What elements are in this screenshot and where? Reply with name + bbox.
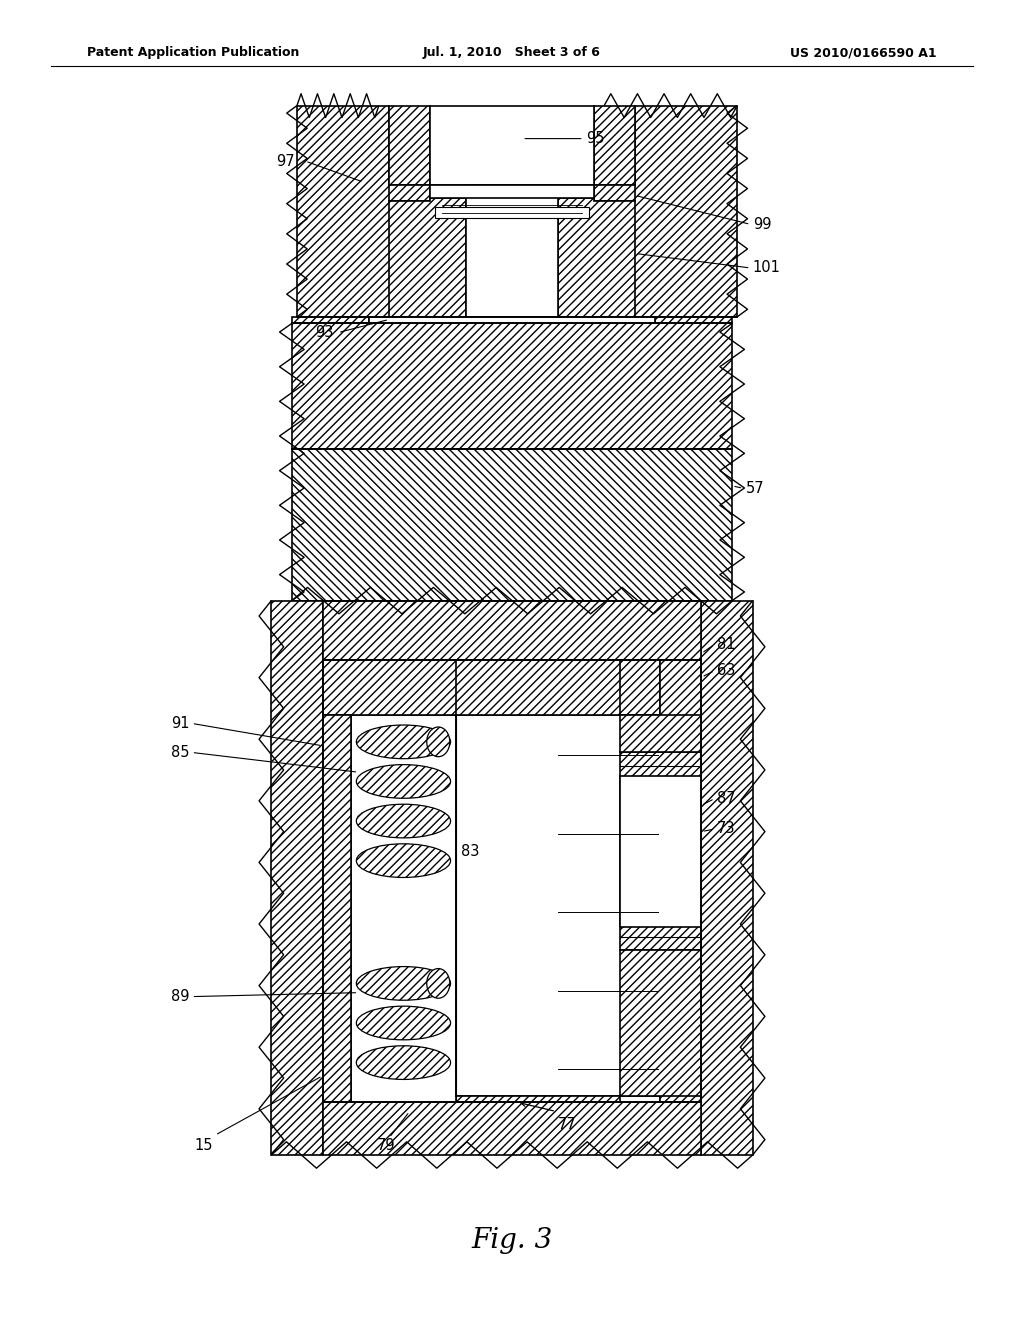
Ellipse shape xyxy=(356,764,451,799)
Text: 57: 57 xyxy=(745,480,764,496)
Polygon shape xyxy=(594,185,635,201)
Polygon shape xyxy=(456,1096,620,1102)
Polygon shape xyxy=(620,752,701,950)
Polygon shape xyxy=(466,185,558,317)
Polygon shape xyxy=(292,323,732,449)
Polygon shape xyxy=(430,185,594,198)
Text: 99: 99 xyxy=(753,216,771,232)
Text: 97: 97 xyxy=(276,153,295,169)
Text: Fig. 3: Fig. 3 xyxy=(471,1228,553,1254)
Polygon shape xyxy=(456,715,660,1096)
Polygon shape xyxy=(558,198,635,317)
Polygon shape xyxy=(594,106,635,185)
Ellipse shape xyxy=(356,804,451,838)
Polygon shape xyxy=(389,106,430,185)
Polygon shape xyxy=(323,660,660,715)
Polygon shape xyxy=(369,317,655,323)
Text: 93: 93 xyxy=(315,325,334,341)
Polygon shape xyxy=(323,1102,701,1155)
Ellipse shape xyxy=(356,1045,451,1080)
Text: Jul. 1, 2010   Sheet 3 of 6: Jul. 1, 2010 Sheet 3 of 6 xyxy=(423,46,601,59)
Polygon shape xyxy=(292,449,732,601)
Polygon shape xyxy=(389,185,430,201)
Ellipse shape xyxy=(427,727,450,756)
Polygon shape xyxy=(271,601,323,1155)
Ellipse shape xyxy=(427,969,450,998)
Polygon shape xyxy=(620,776,701,927)
Polygon shape xyxy=(701,601,753,1155)
Text: 85: 85 xyxy=(171,744,189,760)
Text: 81: 81 xyxy=(717,636,735,652)
Text: 91: 91 xyxy=(171,715,189,731)
Polygon shape xyxy=(430,106,594,185)
Text: 89: 89 xyxy=(171,989,189,1005)
Ellipse shape xyxy=(356,843,451,878)
Text: 95: 95 xyxy=(586,131,604,147)
Polygon shape xyxy=(456,660,620,715)
Text: 63: 63 xyxy=(717,663,735,678)
Polygon shape xyxy=(323,601,701,660)
Polygon shape xyxy=(435,207,589,218)
Polygon shape xyxy=(351,715,660,1102)
Text: 79: 79 xyxy=(377,1138,395,1154)
Polygon shape xyxy=(620,715,701,752)
Text: 73: 73 xyxy=(717,821,735,837)
Text: 83: 83 xyxy=(461,843,479,859)
Text: 15: 15 xyxy=(195,1138,213,1154)
Text: 101: 101 xyxy=(753,260,780,276)
Polygon shape xyxy=(297,106,466,317)
Text: 87: 87 xyxy=(717,791,735,807)
Ellipse shape xyxy=(356,725,451,759)
Ellipse shape xyxy=(356,1006,451,1040)
Polygon shape xyxy=(660,660,701,1102)
Polygon shape xyxy=(389,198,466,317)
Polygon shape xyxy=(655,317,732,323)
Polygon shape xyxy=(292,317,369,323)
Polygon shape xyxy=(558,106,737,317)
Text: US 2010/0166590 A1: US 2010/0166590 A1 xyxy=(791,46,937,59)
Polygon shape xyxy=(323,715,351,1102)
Ellipse shape xyxy=(356,966,451,1001)
Text: Patent Application Publication: Patent Application Publication xyxy=(87,46,299,59)
Polygon shape xyxy=(620,950,701,1096)
Text: 77: 77 xyxy=(558,1117,577,1133)
